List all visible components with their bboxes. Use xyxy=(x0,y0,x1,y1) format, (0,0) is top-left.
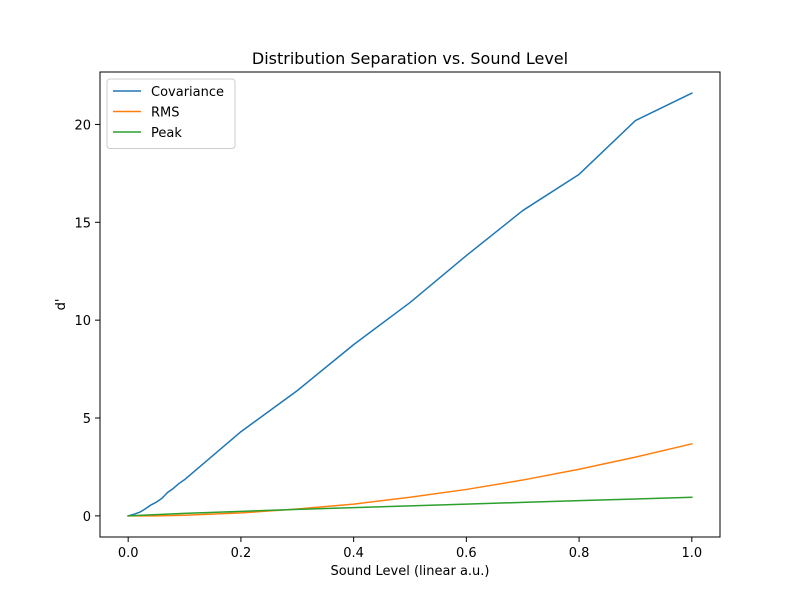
x-tick-label: 0.0 xyxy=(118,546,139,561)
legend-label-rms: RMS xyxy=(151,106,180,121)
y-tick-label: 20 xyxy=(74,118,91,133)
x-tick-label: 0.4 xyxy=(343,546,364,561)
series-line-rms xyxy=(127,442,693,517)
axes-frame xyxy=(99,71,721,538)
x-tick-label: 0.8 xyxy=(569,546,590,561)
legend: Covariance RMS Peak xyxy=(106,78,236,149)
x-axis-label: Sound Level (linear a.u.) xyxy=(330,564,489,579)
y-axis-label: d' xyxy=(54,299,69,311)
y-axis: 0 5 10 15 20 xyxy=(74,118,100,525)
y-tick-label: 10 xyxy=(74,314,91,329)
legend-box xyxy=(106,78,236,149)
legend-label-peak: Peak xyxy=(151,126,182,141)
chart-title: Distribution Separation vs. Sound Level xyxy=(252,49,568,68)
y-tick-label: 5 xyxy=(83,412,91,427)
x-tick-label: 0.6 xyxy=(456,546,477,561)
y-tick-label: 0 xyxy=(83,510,91,525)
x-tick-label: 1.0 xyxy=(681,546,702,561)
x-tick-label: 0.2 xyxy=(231,546,252,561)
series-line-peak xyxy=(127,496,693,517)
legend-label-covariance: Covariance xyxy=(151,85,224,100)
plot-area xyxy=(127,92,693,517)
series-line-covariance xyxy=(127,92,693,517)
x-axis: 0.0 0.2 0.4 0.6 0.8 1.0 xyxy=(118,537,702,561)
y-tick-label: 15 xyxy=(74,216,91,231)
